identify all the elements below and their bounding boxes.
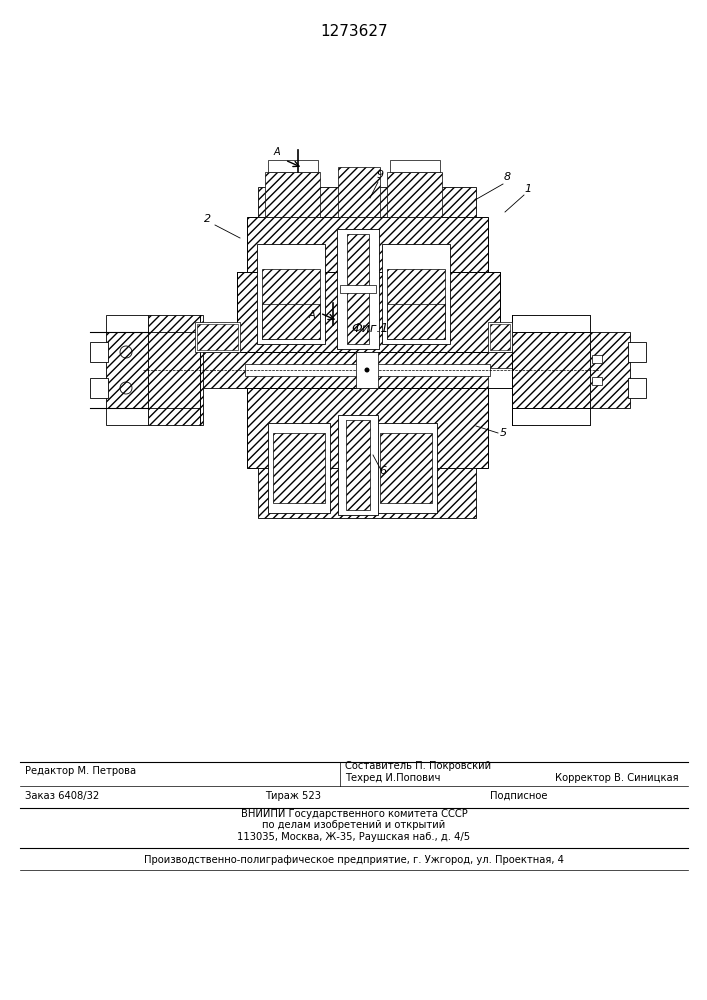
Bar	[387, 172, 442, 217]
Bar	[262, 304, 320, 339]
Bar	[512, 315, 590, 425]
Bar	[592, 355, 602, 363]
Text: Редактор М. Петрова: Редактор М. Петрова	[25, 766, 136, 776]
Bar	[512, 315, 590, 332]
Bar	[237, 272, 500, 352]
Text: 113035, Москва, Ж-35, Раушская наб., д. 4/5: 113035, Москва, Ж-35, Раушская наб., д. …	[238, 832, 471, 842]
Bar	[258, 468, 476, 518]
Circle shape	[365, 367, 370, 372]
Bar	[195, 322, 240, 352]
Text: 2: 2	[204, 214, 211, 224]
Text: 1273627: 1273627	[320, 24, 388, 39]
Bar	[380, 433, 432, 503]
Text: Корректор В. Синицкая: Корректор В. Синицкая	[555, 773, 679, 783]
Bar	[106, 408, 148, 425]
Bar	[268, 160, 318, 172]
Text: ВНИИПИ Государственного комитета СССР: ВНИИПИ Государственного комитета СССР	[240, 809, 467, 819]
Bar	[592, 377, 602, 385]
Text: Подписное: Подписное	[490, 791, 547, 801]
Bar	[338, 167, 380, 217]
Text: Заказ 6408/32: Заказ 6408/32	[25, 791, 99, 801]
Bar	[340, 285, 376, 293]
Bar	[90, 342, 108, 362]
Text: A: A	[274, 147, 280, 157]
Text: Тираж 523: Тираж 523	[265, 791, 321, 801]
Bar	[106, 315, 148, 332]
Bar	[262, 269, 320, 339]
Bar	[337, 229, 379, 349]
Bar	[375, 423, 437, 513]
Text: 6: 6	[380, 466, 387, 476]
Text: 5: 5	[499, 428, 506, 438]
Bar	[387, 304, 445, 339]
Bar	[148, 315, 203, 425]
Bar	[390, 160, 440, 172]
Bar	[382, 244, 450, 344]
Text: Составитель П. Покровский: Составитель П. Покровский	[345, 761, 491, 771]
Bar	[247, 217, 488, 272]
Bar	[628, 342, 646, 362]
Text: 8: 8	[503, 172, 510, 182]
Bar	[90, 378, 108, 398]
Text: 9: 9	[376, 170, 384, 180]
Text: Техред И.Попович: Техред И.Попович	[345, 773, 440, 783]
Text: Производственно-полиграфическое предприятие, г. Ужгород, ул. Проектная, 4: Производственно-полиграфическое предприя…	[144, 855, 564, 865]
Bar	[268, 423, 330, 513]
Bar	[106, 332, 148, 408]
Bar	[488, 368, 512, 388]
Bar	[512, 408, 590, 425]
Bar	[628, 378, 646, 398]
Text: по делам изобретений и открытий: по делам изобретений и открытий	[262, 820, 445, 830]
Text: 1: 1	[525, 184, 532, 194]
Bar	[245, 364, 490, 376]
Bar	[197, 324, 238, 350]
Bar	[488, 322, 512, 352]
Bar	[356, 352, 378, 388]
Text: A: A	[309, 310, 315, 320]
Bar	[590, 332, 630, 408]
Bar	[247, 388, 488, 468]
Bar	[257, 244, 325, 344]
Bar	[273, 433, 325, 503]
Bar	[346, 420, 370, 510]
Bar	[338, 415, 378, 515]
Bar	[347, 234, 369, 344]
Bar	[490, 324, 510, 350]
Bar	[387, 269, 445, 339]
Bar	[148, 352, 590, 388]
Bar	[258, 187, 476, 217]
Bar	[265, 172, 320, 217]
Text: Фиг.1: Фиг.1	[351, 322, 389, 335]
